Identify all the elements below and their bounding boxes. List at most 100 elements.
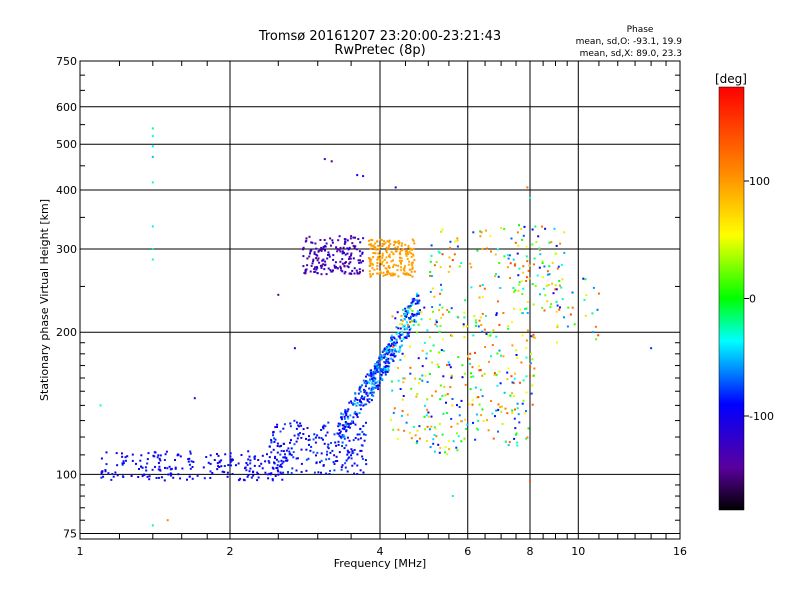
data-point [584, 314, 587, 317]
data-point [396, 245, 399, 248]
chart-subtitle: RwPretec (8p) [334, 43, 425, 58]
data-point [349, 261, 352, 264]
data-point [476, 249, 479, 252]
data-point [223, 465, 226, 467]
data-point [350, 448, 353, 451]
data-point [411, 300, 414, 303]
data-point [435, 319, 438, 322]
data-point [411, 310, 414, 313]
data-point [413, 299, 416, 301]
data-point [415, 395, 418, 398]
data-point [426, 398, 429, 401]
data-point [318, 261, 321, 264]
data-point [556, 267, 559, 270]
data-point [478, 369, 481, 372]
data-point [485, 315, 487, 317]
data-point [371, 263, 374, 266]
data-point [284, 456, 287, 459]
colorbar-tick-label: 0 [749, 293, 756, 306]
data-point [361, 251, 364, 254]
data-point [305, 469, 308, 472]
data-point [140, 454, 143, 457]
data-point [354, 423, 357, 426]
data-point [416, 331, 419, 334]
data-point [394, 240, 396, 243]
data-point [525, 437, 528, 440]
data-point [504, 440, 507, 443]
data-point [315, 257, 318, 260]
data-point [451, 495, 454, 497]
data-point [316, 259, 319, 262]
data-point [521, 312, 524, 315]
data-point [343, 242, 346, 245]
data-point [347, 408, 350, 411]
data-point [397, 367, 399, 369]
data-point [190, 460, 193, 463]
data-point [406, 313, 408, 316]
data-point [383, 353, 386, 356]
data-point [320, 437, 323, 440]
data-point [415, 314, 418, 317]
data-point [506, 378, 509, 381]
data-point [393, 407, 396, 410]
data-point [412, 314, 415, 317]
data-point [409, 304, 412, 307]
data-point [456, 239, 459, 242]
data-point [401, 333, 404, 336]
data-point [398, 259, 401, 262]
data-point [384, 362, 387, 365]
data-point [497, 408, 500, 411]
data-point [498, 262, 501, 264]
data-point [399, 388, 402, 390]
data-point [405, 327, 408, 330]
data-point [554, 284, 557, 287]
data-point [532, 303, 535, 306]
data-point [386, 365, 389, 368]
data-point [361, 395, 363, 398]
data-point [352, 244, 355, 247]
x-tick-label: 10 [571, 545, 585, 558]
data-point [458, 406, 461, 408]
data-point [141, 475, 144, 478]
data-point [346, 436, 349, 439]
data-point [369, 247, 372, 250]
data-point [399, 337, 402, 340]
data-point [400, 266, 402, 269]
data-point [499, 287, 502, 289]
data-point [509, 277, 512, 279]
data-point [281, 478, 284, 481]
data-point [358, 433, 361, 436]
data-point [157, 468, 160, 471]
data-point [394, 349, 397, 352]
data-point [518, 267, 521, 270]
data-point [495, 373, 498, 376]
data-point [320, 246, 323, 249]
data-point [372, 380, 375, 383]
data-point [374, 363, 377, 366]
data-point [434, 323, 437, 326]
data-point [429, 349, 432, 352]
data-point [412, 254, 415, 257]
data-point [396, 437, 399, 440]
data-point [520, 228, 523, 230]
data-point [399, 251, 401, 254]
data-point [483, 328, 486, 331]
data-point [474, 324, 477, 327]
data-point [289, 422, 292, 425]
data-point [387, 357, 390, 360]
data-point [325, 273, 328, 276]
data-point [156, 456, 159, 459]
data-point [351, 464, 354, 467]
data-point [264, 471, 267, 474]
data-point [449, 247, 452, 250]
data-point [515, 349, 518, 352]
data-point [431, 306, 434, 308]
data-point [392, 360, 395, 362]
data-point [508, 254, 511, 257]
data-point [399, 345, 402, 348]
data-point [374, 386, 377, 389]
data-point [329, 269, 332, 272]
data-point [302, 265, 305, 268]
data-point [272, 448, 275, 451]
data-point [348, 424, 350, 427]
